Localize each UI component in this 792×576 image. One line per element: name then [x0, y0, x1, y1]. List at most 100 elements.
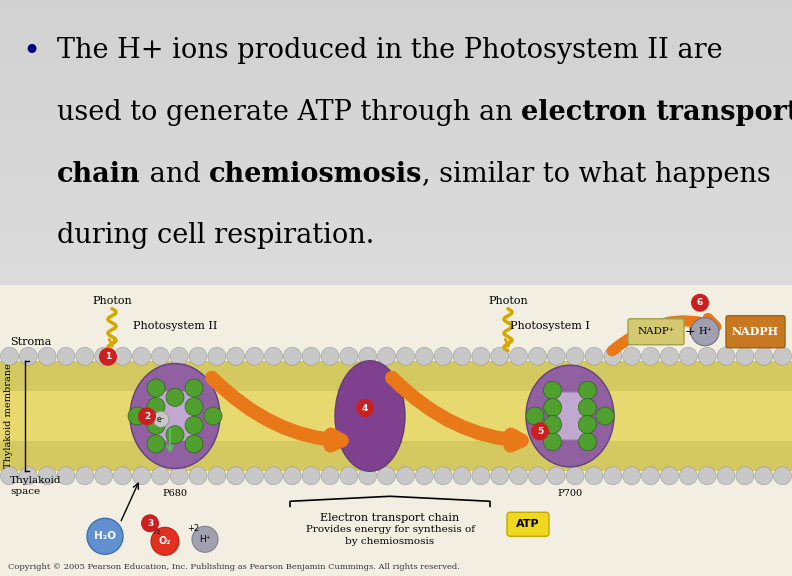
Circle shape — [356, 399, 374, 417]
Bar — [0, 570, 792, 573]
Bar — [0, 228, 792, 230]
Bar — [0, 32, 792, 35]
Circle shape — [147, 379, 165, 397]
Circle shape — [547, 347, 565, 365]
Bar — [0, 302, 792, 305]
Text: 2: 2 — [144, 412, 150, 421]
Circle shape — [528, 347, 546, 365]
Bar — [0, 23, 792, 26]
Bar — [0, 294, 792, 297]
Bar — [0, 360, 792, 363]
Circle shape — [397, 467, 414, 485]
Bar — [0, 86, 792, 89]
Bar — [0, 472, 792, 475]
Circle shape — [774, 347, 791, 365]
Circle shape — [509, 467, 527, 485]
Bar — [0, 78, 792, 81]
Bar — [0, 469, 792, 472]
Bar — [0, 369, 792, 372]
Bar — [0, 40, 792, 43]
Ellipse shape — [335, 361, 405, 471]
Bar — [0, 403, 792, 406]
Circle shape — [151, 467, 169, 485]
Bar — [0, 478, 792, 481]
Bar — [0, 475, 792, 478]
Bar — [0, 409, 792, 412]
Bar — [0, 29, 792, 32]
Text: Photon: Photon — [488, 295, 528, 306]
Bar — [0, 63, 792, 66]
Bar — [0, 245, 792, 248]
Bar — [0, 325, 792, 328]
Circle shape — [578, 399, 596, 416]
Text: +2: +2 — [187, 524, 199, 533]
Bar — [0, 400, 792, 403]
Circle shape — [661, 347, 679, 365]
Bar — [0, 279, 792, 282]
Bar — [0, 354, 792, 357]
Circle shape — [147, 435, 165, 453]
Bar — [0, 449, 792, 452]
Bar — [0, 438, 792, 441]
Bar — [0, 132, 792, 135]
Bar — [0, 397, 792, 400]
Bar — [0, 17, 792, 20]
Bar — [0, 328, 792, 331]
Circle shape — [170, 347, 188, 365]
Bar — [0, 6, 792, 9]
Bar — [0, 389, 792, 392]
Bar — [0, 516, 792, 518]
Circle shape — [99, 348, 117, 366]
Bar — [0, 510, 792, 513]
Circle shape — [38, 347, 56, 365]
Circle shape — [566, 467, 584, 485]
Bar — [0, 276, 792, 279]
Bar — [0, 135, 792, 138]
FancyBboxPatch shape — [550, 392, 590, 440]
Bar — [0, 118, 792, 121]
Bar — [0, 446, 792, 449]
Bar — [0, 271, 792, 274]
Bar — [0, 72, 792, 75]
Bar — [0, 386, 792, 389]
Text: 1: 1 — [105, 353, 111, 361]
Bar — [0, 98, 792, 101]
Bar — [0, 55, 792, 58]
Circle shape — [543, 399, 562, 416]
Bar — [0, 498, 792, 501]
Bar — [0, 199, 792, 202]
Bar — [0, 127, 792, 130]
Circle shape — [596, 407, 614, 425]
Circle shape — [208, 347, 226, 365]
Circle shape — [185, 379, 203, 397]
Bar — [0, 418, 792, 420]
Ellipse shape — [526, 365, 614, 467]
FancyBboxPatch shape — [726, 316, 785, 348]
Bar — [0, 153, 792, 156]
Bar — [0, 107, 792, 109]
Bar — [0, 392, 792, 395]
Text: Photon: Photon — [92, 295, 132, 306]
Circle shape — [434, 347, 452, 365]
Circle shape — [204, 407, 222, 425]
Bar — [0, 518, 792, 521]
Bar — [0, 484, 792, 487]
Circle shape — [208, 467, 226, 485]
Bar — [0, 374, 792, 377]
Circle shape — [661, 467, 679, 485]
Circle shape — [87, 518, 123, 554]
Circle shape — [57, 467, 75, 485]
Text: NADP⁺: NADP⁺ — [638, 327, 675, 336]
Bar — [0, 553, 792, 556]
Bar — [0, 458, 792, 461]
Bar — [0, 262, 792, 265]
Bar — [0, 274, 792, 276]
Bar — [0, 547, 792, 550]
Circle shape — [95, 347, 112, 365]
Text: Photosystem I: Photosystem I — [510, 321, 590, 331]
Bar — [0, 406, 792, 409]
Circle shape — [472, 467, 490, 485]
Bar — [0, 181, 792, 184]
Bar — [0, 144, 792, 147]
Circle shape — [321, 347, 339, 365]
